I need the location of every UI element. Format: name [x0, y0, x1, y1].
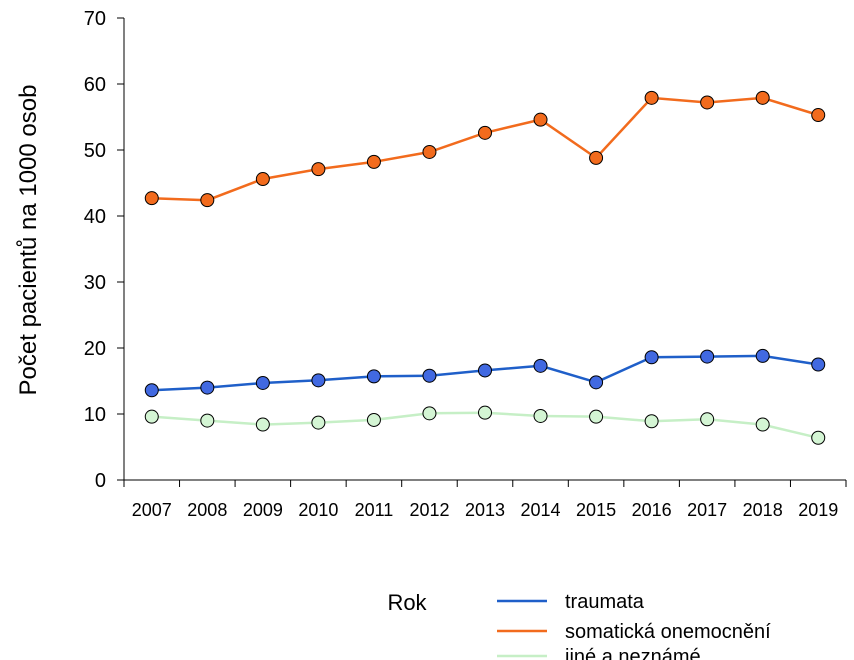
data-point	[366, 412, 381, 427]
x-tick-label: 2009	[243, 500, 283, 520]
data-point	[200, 413, 215, 428]
x-tick-label: 2014	[521, 500, 561, 520]
y-tick-label: 50	[84, 140, 106, 162]
data-point	[644, 350, 659, 365]
data-point	[478, 363, 492, 378]
data-point	[811, 357, 826, 372]
legend: traumata somatická onemocnění jiné a nezná…	[497, 591, 771, 660]
series-1	[144, 348, 826, 398]
data-point	[755, 417, 770, 432]
data-point	[144, 383, 159, 398]
data-point	[700, 349, 715, 364]
y-tick-label: 40	[84, 206, 106, 228]
y-tick-label: 70	[84, 8, 106, 30]
data-point	[533, 358, 548, 373]
data-point	[311, 373, 326, 388]
x-tick-label: 2015	[576, 500, 616, 520]
data-point	[200, 193, 215, 208]
data-point	[311, 162, 326, 177]
data-point	[255, 375, 270, 390]
data-point	[255, 172, 270, 187]
data-point	[533, 408, 548, 423]
data-point	[589, 375, 604, 390]
x-tick-label: 2012	[409, 500, 449, 520]
data-point	[200, 380, 215, 395]
series-3	[144, 405, 826, 445]
data-point	[478, 405, 492, 420]
y-tick-label: 60	[84, 74, 106, 96]
data-point	[811, 108, 826, 123]
series-layer	[144, 90, 826, 445]
data-point	[478, 125, 492, 140]
legend-label: traumata	[565, 591, 645, 613]
data-point	[589, 150, 604, 165]
series-2	[144, 90, 826, 208]
legend-label: jiné a neznámé	[564, 646, 701, 660]
x-tick-label: 2007	[132, 500, 172, 520]
x-tick-label: 2008	[187, 500, 227, 520]
x-tick-label: 2013	[465, 500, 505, 520]
data-point	[422, 406, 437, 421]
data-point	[644, 90, 659, 105]
data-point	[589, 409, 604, 424]
data-point	[811, 430, 826, 445]
data-point	[255, 417, 270, 432]
data-point	[422, 144, 437, 159]
data-point	[144, 191, 159, 206]
data-point	[311, 415, 326, 430]
x-tick-label: 2010	[298, 500, 338, 520]
data-point	[422, 368, 437, 383]
x-tick-label: 2011	[355, 500, 394, 520]
data-point	[366, 369, 381, 384]
y-tick-label: 20	[84, 338, 106, 360]
y-tick-label: 30	[84, 272, 106, 294]
x-axis-label: Rok	[387, 590, 427, 615]
data-point	[644, 414, 659, 429]
data-point	[755, 90, 770, 105]
series-line	[151, 96, 819, 202]
y-tick-label: 0	[95, 470, 106, 492]
data-point	[366, 154, 381, 169]
x-tick-label: 2018	[743, 500, 783, 520]
data-point	[755, 348, 770, 363]
data-point	[144, 409, 159, 424]
data-point	[533, 112, 548, 127]
axes	[123, 18, 846, 481]
y-tick-label: 10	[84, 404, 106, 426]
data-point	[700, 412, 715, 427]
x-tick-label: 2017	[687, 500, 727, 520]
x-tick-label: 2019	[798, 500, 838, 520]
y-ticks: 0 10 20 30 40 50 60 70	[84, 8, 124, 492]
x-tick-label: 2016	[632, 500, 672, 520]
x-ticks: 2007 2008 2009 2010 2011 2012 2013 2014 2015 2016…	[123, 480, 847, 520]
y-axis-label: Počet pacientů na 1000 osob	[15, 85, 42, 396]
data-point	[700, 95, 715, 110]
legend-label: somatická onemocnění	[565, 621, 771, 643]
